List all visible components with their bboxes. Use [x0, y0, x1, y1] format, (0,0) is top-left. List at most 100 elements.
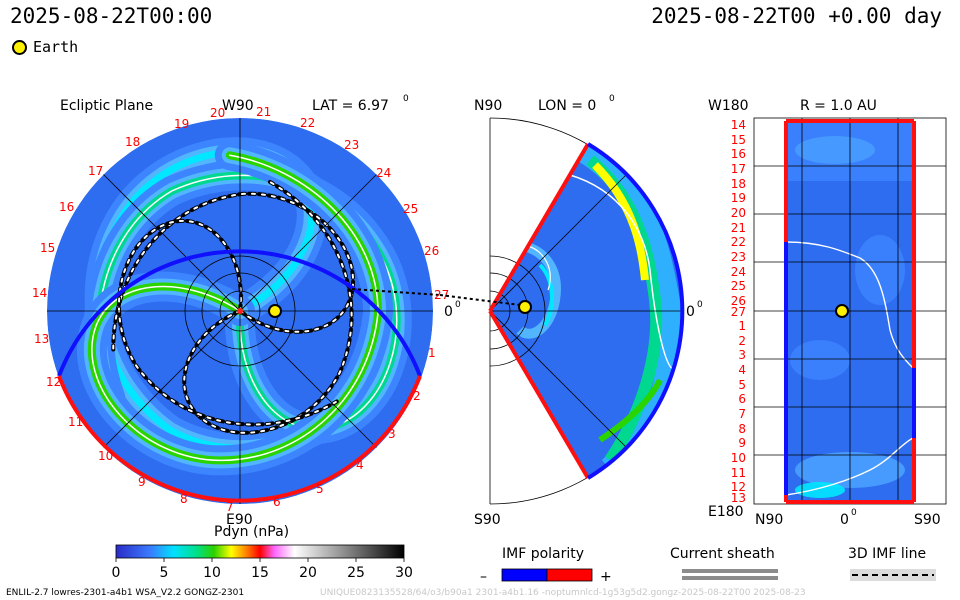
- map-y-label: 13: [731, 491, 746, 505]
- datetime-offset-label: 2025-08-22T00 +0.00 day: [651, 4, 942, 28]
- map-y-label: 23: [731, 250, 746, 264]
- meridional-zero-degree-mark: 0: [697, 300, 703, 310]
- ecliptic-zero-degree-mark: 0: [455, 300, 461, 310]
- rim-number: 18: [125, 135, 140, 149]
- ecliptic-disk: [47, 118, 433, 504]
- map-y-label: 3: [738, 348, 746, 362]
- rim-number: 14: [32, 286, 47, 300]
- earth-legend: Earth: [12, 38, 78, 56]
- meridional-panel: N90 LON = 0 0 0 0 S9: [439, 94, 703, 528]
- model-footer: ENLIL-2.7 lowres-2301-a4b1 WSA_V2.2 GONG…: [6, 588, 245, 598]
- ecliptic-panel: Ecliptic Plane W90 LAT = 6.97 0: [32, 94, 461, 528]
- map-y-label: 9: [738, 436, 746, 450]
- map-x-label: S90: [914, 512, 941, 528]
- colorbar-tick-labels: 0 5 10 15 20 25 30: [112, 565, 413, 581]
- rim-number: 6: [273, 495, 281, 509]
- rim-number: 12: [46, 375, 61, 389]
- map-y-label: 2: [738, 334, 746, 348]
- colorbar-tick-label: 10: [203, 565, 221, 581]
- current-sheath-title: Current sheath: [670, 546, 775, 562]
- map-y-label: 8: [738, 422, 746, 436]
- rim-number: 2: [413, 389, 421, 403]
- colorbar: Pdyn (nPa) 0 5 10 15 20 25 30: [112, 524, 413, 581]
- colorbar-title: Pdyn (nPa): [214, 524, 289, 540]
- meridional-rim: [586, 142, 685, 480]
- map-y-label: 27: [731, 305, 746, 319]
- earth-marker-meridional: [518, 300, 532, 314]
- ecliptic-spiral-bands: [76, 137, 412, 476]
- colorbar-gradient: [115, 544, 405, 559]
- rim-number: 21: [256, 105, 271, 119]
- meridional-edge-bottom: [488, 309, 590, 480]
- imf-3d-title: 3D IMF line: [848, 546, 926, 562]
- rim-number: 9: [138, 475, 146, 489]
- ecliptic-title: Ecliptic Plane: [60, 98, 153, 114]
- current-sheath-swatch-top: [682, 569, 778, 573]
- earth-legend-label: Earth: [33, 38, 79, 56]
- map-y-label: 14: [731, 118, 746, 132]
- meridional-n90-label: N90: [474, 98, 502, 114]
- rim-number: 23: [344, 138, 359, 152]
- ecliptic-imf-line: [351, 288, 441, 296]
- meridional-imf-line: [439, 294, 521, 306]
- ecliptic-rim-negative: [57, 249, 422, 377]
- imf-polarity-minus: –: [480, 569, 487, 585]
- rim-number: 25: [403, 202, 418, 216]
- colorbar-tick-label: 30: [395, 565, 413, 581]
- map-x-label: N90: [755, 512, 783, 528]
- map-sector-boundary: [784, 119, 916, 504]
- rim-number: 1: [428, 346, 436, 360]
- rim-number: 7: [226, 500, 234, 514]
- imf-polarity-title: IMF polarity: [502, 546, 584, 562]
- rim-number: 20: [210, 106, 225, 120]
- map-y-label: 11: [731, 466, 746, 480]
- imf-polarity-legend: IMF polarity – +: [480, 546, 612, 585]
- rim-number: 10: [98, 449, 113, 463]
- map-panel: W180 R = 1.0 AU: [708, 98, 947, 528]
- map-w180-label: W180: [708, 98, 749, 114]
- rim-number: 15: [40, 241, 55, 255]
- run-id-footer: UNIQUE0823135528/64/o3/b90a1 2301-a4b1.1…: [320, 588, 806, 598]
- ecliptic-e90-label: E90: [226, 512, 253, 528]
- rim-number: 16: [59, 200, 74, 214]
- map-y-label: 15: [731, 133, 746, 147]
- map-y-label: 21: [731, 221, 746, 235]
- rim-number: 3: [388, 427, 396, 441]
- map-y-label: 16: [731, 147, 746, 161]
- meridional-degree-mark: 0: [609, 94, 615, 104]
- colorbar-ticks: [115, 558, 405, 562]
- current-sheath-swatch-bottom: [682, 576, 778, 580]
- map-y-labels: 14 15 16 17 18 19 20 21 22 23 24 25 26 2…: [731, 118, 746, 505]
- rim-number: 26: [424, 244, 439, 258]
- map-y-label: 26: [731, 294, 746, 308]
- rim-number: 13: [34, 332, 49, 346]
- ecliptic-lat-label: LAT = 6.97: [312, 98, 389, 114]
- map-y-label: 1: [738, 319, 746, 333]
- map-y-label: 17: [731, 162, 746, 176]
- rim-number: 8: [180, 492, 188, 506]
- map-y-label: 12: [731, 480, 746, 494]
- imf-negative-swatch: [501, 568, 548, 582]
- current-sheath-legend: Current sheath: [670, 546, 778, 580]
- ecliptic-degree-mark: 0: [403, 94, 409, 104]
- rim-number: 17: [88, 164, 103, 178]
- datetime-label: 2025-08-22T00:00: [10, 4, 213, 28]
- map-y-label: 6: [738, 392, 746, 406]
- map-y-label: 18: [731, 177, 746, 191]
- meridional-lon-label: LON = 0: [538, 98, 596, 114]
- map-y-label: 19: [731, 191, 746, 205]
- meridional-edge-top: [488, 142, 590, 313]
- sun-marker: [237, 308, 243, 314]
- rim-number: 19: [174, 117, 189, 131]
- map-x-degree-mark: 0: [851, 508, 857, 518]
- rim-number: 22: [300, 116, 315, 130]
- imf-positive-swatch: [546, 568, 593, 582]
- ecliptic-w90-label: W90: [222, 98, 254, 114]
- map-y-label: 24: [731, 265, 746, 279]
- map-title: R = 1.0 AU: [800, 98, 877, 114]
- colorbar-tick-label: 15: [251, 565, 269, 581]
- meridional-wedge: [490, 144, 683, 478]
- colorbar-tick-label: 5: [160, 565, 169, 581]
- map-y-label: 10: [731, 451, 746, 465]
